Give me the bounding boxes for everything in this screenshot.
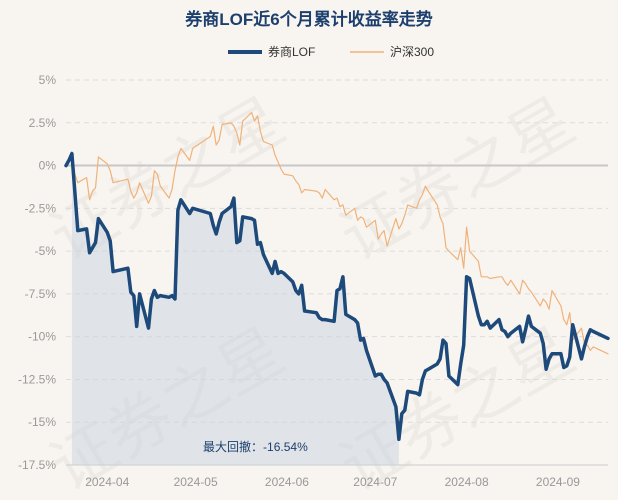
- y-tick-label: -10%: [28, 330, 56, 344]
- x-tick-label: 2024-07: [353, 475, 397, 489]
- y-tick-label: 5%: [39, 73, 57, 87]
- series-line-hs300: [65, 111, 609, 355]
- watermark-text: 证券之星: [328, 84, 587, 276]
- chart-title: 券商LOF近6个月累计收益率走势: [184, 9, 432, 29]
- y-tick-label: -12.5%: [18, 372, 56, 386]
- x-tick-label: 2024-06: [265, 475, 309, 489]
- legend-label-hs300: 沪深300: [390, 45, 434, 59]
- y-tick-label: -15%: [28, 415, 56, 429]
- legend[interactable]: 券商LOF 沪深300: [228, 44, 434, 59]
- y-tick-label: 0%: [39, 159, 57, 173]
- y-axis: 5% 2.5% 0% -2.5% -5% -7.5% -10% -12.5% -15% -17.5…: [18, 73, 56, 472]
- y-tick-label: -2.5%: [25, 201, 57, 215]
- x-tick-label: 2024-09: [536, 475, 580, 489]
- series-line-quanshang-lof: [64, 151, 610, 442]
- plot-area: [64, 111, 610, 465]
- y-tick-label: -5%: [35, 244, 57, 258]
- x-tick-label: 2024-04: [85, 475, 129, 489]
- max-drawdown-area: [71, 153, 399, 465]
- legend-label-quanshang-lof: 券商LOF: [268, 44, 315, 59]
- y-tick-label: -17.5%: [18, 458, 56, 472]
- max-drawdown-label: 最大回撤：-16.54%: [203, 439, 308, 454]
- x-tick-label: 2024-05: [174, 475, 218, 489]
- y-tick-label: -7.5%: [25, 287, 57, 301]
- x-tick-label: 2024-08: [445, 475, 489, 489]
- x-axis: 2024-04 2024-05 2024-06 2024-07 2024-08 2024-…: [66, 464, 608, 489]
- y-tick-label: 2.5%: [29, 116, 57, 130]
